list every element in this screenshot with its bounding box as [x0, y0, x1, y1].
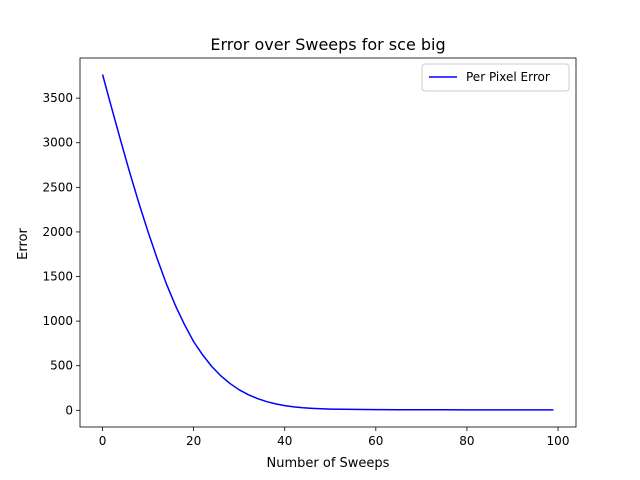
plot-area: 0 20 40 60 80 1000500100015002000250030003500… — [42, 57, 577, 448]
y-tick-label-3500: 3500 — [42, 91, 73, 105]
y-tick-label-1500: 1500 — [42, 270, 73, 284]
axes-frame — [79, 57, 577, 428]
y-tick-label-2000: 2000 — [42, 225, 73, 239]
x-tick-label-80: 80 — [459, 434, 474, 448]
x-axis-label: Number of Sweeps — [267, 456, 390, 471]
x-tick-label-100: 100 — [547, 434, 570, 448]
y-axis-label: Error — [16, 228, 31, 260]
series-line-0 — [101, 74, 554, 411]
y-tick-label-1000: 1000 — [42, 314, 73, 328]
x-tick-label-60: 60 — [368, 434, 383, 448]
legend-box — [421, 63, 570, 92]
chart-title: Error over Sweeps for sce big — [210, 35, 445, 54]
y-tick-label-2500: 2500 — [42, 180, 73, 194]
x-tick-label-20: 20 — [186, 434, 201, 448]
y-tick-label-500: 500 — [50, 359, 73, 373]
x-tick-label-0: 0 — [99, 434, 107, 448]
legend-label-0: Per Pixel Error — [466, 70, 550, 84]
y-tick-label-3000: 3000 — [42, 136, 73, 150]
y-tick-label-0: 0 — [65, 403, 73, 417]
x-tick-label-40: 40 — [277, 434, 292, 448]
